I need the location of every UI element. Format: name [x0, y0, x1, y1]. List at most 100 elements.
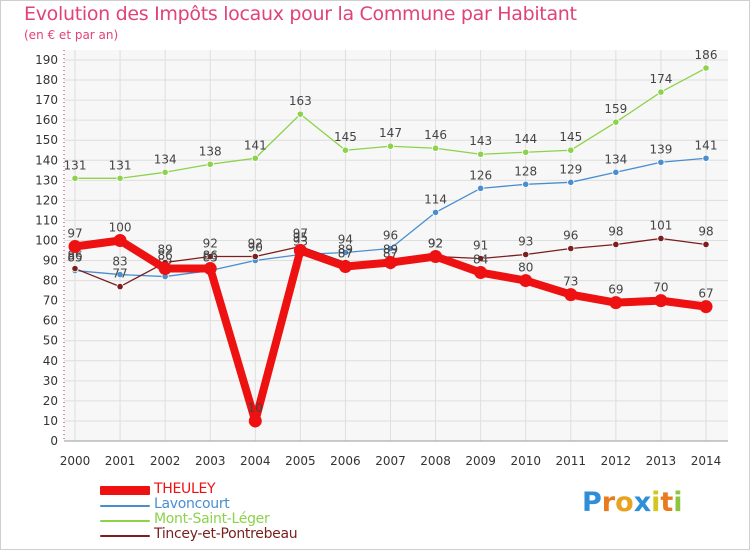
- data-point-theuley: [68, 239, 82, 253]
- data-label-tincey-et-pontrebeau: 97: [293, 226, 308, 240]
- legend-swatch: [100, 486, 150, 495]
- data-label-tincey-et-pontrebeau: 92: [248, 237, 263, 251]
- data-point-lavoncourt: [116, 270, 124, 279]
- data-label-mont-saint-l-ger: 146: [424, 128, 447, 142]
- data-label-theuley: 84: [473, 253, 488, 267]
- x-tick-label: 2014: [691, 454, 722, 468]
- logo-letter: i: [651, 487, 661, 518]
- data-label-tincey-et-pontrebeau: 89: [338, 243, 353, 257]
- logo-letter: i: [673, 487, 683, 518]
- data-point-lavoncourt: [477, 184, 485, 192]
- data-point-mont-saint-l-ger: [567, 146, 575, 154]
- data-point-lavoncourt: [386, 244, 395, 253]
- data-label-mont-saint-l-ger: 144: [514, 132, 537, 146]
- data-label-mont-saint-l-ger: 143: [469, 134, 492, 148]
- y-tick-label: 50: [43, 334, 58, 348]
- data-label-mont-saint-l-ger: 147: [379, 126, 402, 140]
- data-point-lavoncourt: [341, 248, 350, 257]
- chart-title: Evolution des Impôts locaux pour la Comm…: [24, 3, 577, 25]
- data-point-lavoncourt: [612, 168, 620, 176]
- data-label-mont-saint-l-ger: 141: [244, 138, 267, 152]
- logo-letter: P: [582, 487, 602, 518]
- data-label-tincey-et-pontrebeau: 92: [203, 237, 218, 251]
- logo-letter: t: [660, 487, 674, 518]
- logo-letter: r: [601, 487, 616, 518]
- y-tick-label: 30: [43, 374, 58, 388]
- data-label-tincey-et-pontrebeau: 91: [473, 239, 488, 253]
- logo-letter: x: [633, 487, 652, 518]
- data-label-mont-saint-l-ger: 145: [559, 130, 582, 144]
- data-point-theuley: [338, 260, 352, 274]
- data-point-mont-saint-l-ger: [341, 146, 350, 154]
- data-point-theuley: [429, 250, 443, 264]
- data-label-mont-saint-l-ger: 174: [649, 72, 672, 86]
- proxiti-logo: Proxiti: [582, 487, 683, 518]
- y-tick-label: 110: [35, 213, 58, 227]
- data-point-mont-saint-l-ger: [116, 174, 124, 182]
- y-tick-label: 190: [35, 53, 58, 67]
- data-point-mont-saint-l-ger: [657, 88, 665, 96]
- data-label-tincey-et-pontrebeau: 98: [698, 224, 713, 238]
- y-tick-label: 90: [43, 254, 58, 268]
- data-label-lavoncourt: 114: [424, 192, 447, 206]
- data-label-tincey-et-pontrebeau: 98: [608, 224, 623, 238]
- legend-item-mont-saint-l-ger: Mont-Saint-Léger: [100, 511, 360, 528]
- data-point-lavoncourt: [567, 178, 575, 186]
- data-point-tincey-et-pontrebeau: [567, 244, 575, 253]
- x-tick-label: 2008: [420, 454, 451, 468]
- legend-label: Mont-Saint-Léger: [154, 511, 270, 527]
- y-tick-label: 70: [43, 294, 58, 308]
- y-tick-label: 80: [43, 274, 58, 288]
- legend-swatch: [100, 505, 150, 507]
- y-tick-label: 160: [35, 113, 58, 127]
- x-tick-label: 2011: [556, 454, 587, 468]
- data-label-lavoncourt: 126: [469, 168, 492, 182]
- data-label-tincey-et-pontrebeau: 96: [563, 228, 578, 242]
- data-label-theuley: 97: [67, 226, 82, 240]
- data-label-theuley: 95: [293, 231, 308, 245]
- data-label-theuley: 80: [518, 261, 533, 275]
- data-label-mont-saint-l-ger: 159: [604, 102, 627, 116]
- data-point-theuley: [474, 266, 488, 280]
- data-label-theuley: 100: [109, 220, 132, 234]
- data-point-lavoncourt: [431, 208, 440, 216]
- legend-item-tincey-et-pontrebeau: Tincey-et-Pontrebeau: [100, 526, 360, 543]
- logo-letter: o: [615, 487, 634, 518]
- x-tick-label: 2012: [601, 454, 632, 468]
- data-label-lavoncourt: 94: [338, 233, 353, 247]
- data-label-tincey-et-pontrebeau: 89: [158, 243, 173, 257]
- y-tick-label: 100: [35, 233, 58, 247]
- data-point-tincey-et-pontrebeau: [657, 234, 665, 243]
- data-label-tincey-et-pontrebeau: 77: [112, 267, 127, 281]
- data-label-lavoncourt: 96: [383, 228, 398, 242]
- data-point-tincey-et-pontrebeau: [522, 250, 530, 259]
- data-label-tincey-et-pontrebeau: 93: [518, 235, 533, 249]
- data-point-mont-saint-l-ger: [702, 64, 710, 72]
- data-point-theuley: [384, 256, 397, 270]
- data-point-tincey-et-pontrebeau: [71, 264, 79, 273]
- data-point-mont-saint-l-ger: [251, 154, 259, 162]
- x-tick-label: 2006: [330, 454, 361, 468]
- x-tick-label: 2004: [240, 454, 271, 468]
- data-point-theuley: [699, 300, 713, 314]
- data-label-theuley: 92: [428, 237, 443, 251]
- data-label-theuley: 73: [563, 275, 578, 289]
- data-point-lavoncourt: [702, 154, 710, 162]
- data-label-mont-saint-l-ger: 138: [199, 144, 222, 158]
- data-point-tincey-et-pontrebeau: [116, 282, 124, 291]
- data-point-tincey-et-pontrebeau: [612, 240, 620, 249]
- data-point-mont-saint-l-ger: [206, 160, 214, 168]
- legend-label: THEULEY: [154, 481, 216, 497]
- data-point-theuley: [293, 244, 307, 257]
- data-point-mont-saint-l-ger: [522, 148, 530, 156]
- data-point-mont-saint-l-ger: [161, 168, 169, 176]
- y-tick-label: 120: [35, 193, 58, 207]
- y-tick-label: 60: [43, 314, 58, 328]
- data-point-mont-saint-l-ger: [612, 118, 620, 126]
- data-label-theuley: 86: [158, 249, 173, 263]
- data-label-tincey-et-pontrebeau: 92: [428, 237, 443, 251]
- legend-swatch: [100, 535, 150, 537]
- data-point-theuley: [609, 296, 623, 310]
- x-tick-label: 2002: [150, 454, 181, 468]
- data-label-theuley: 86: [203, 249, 218, 263]
